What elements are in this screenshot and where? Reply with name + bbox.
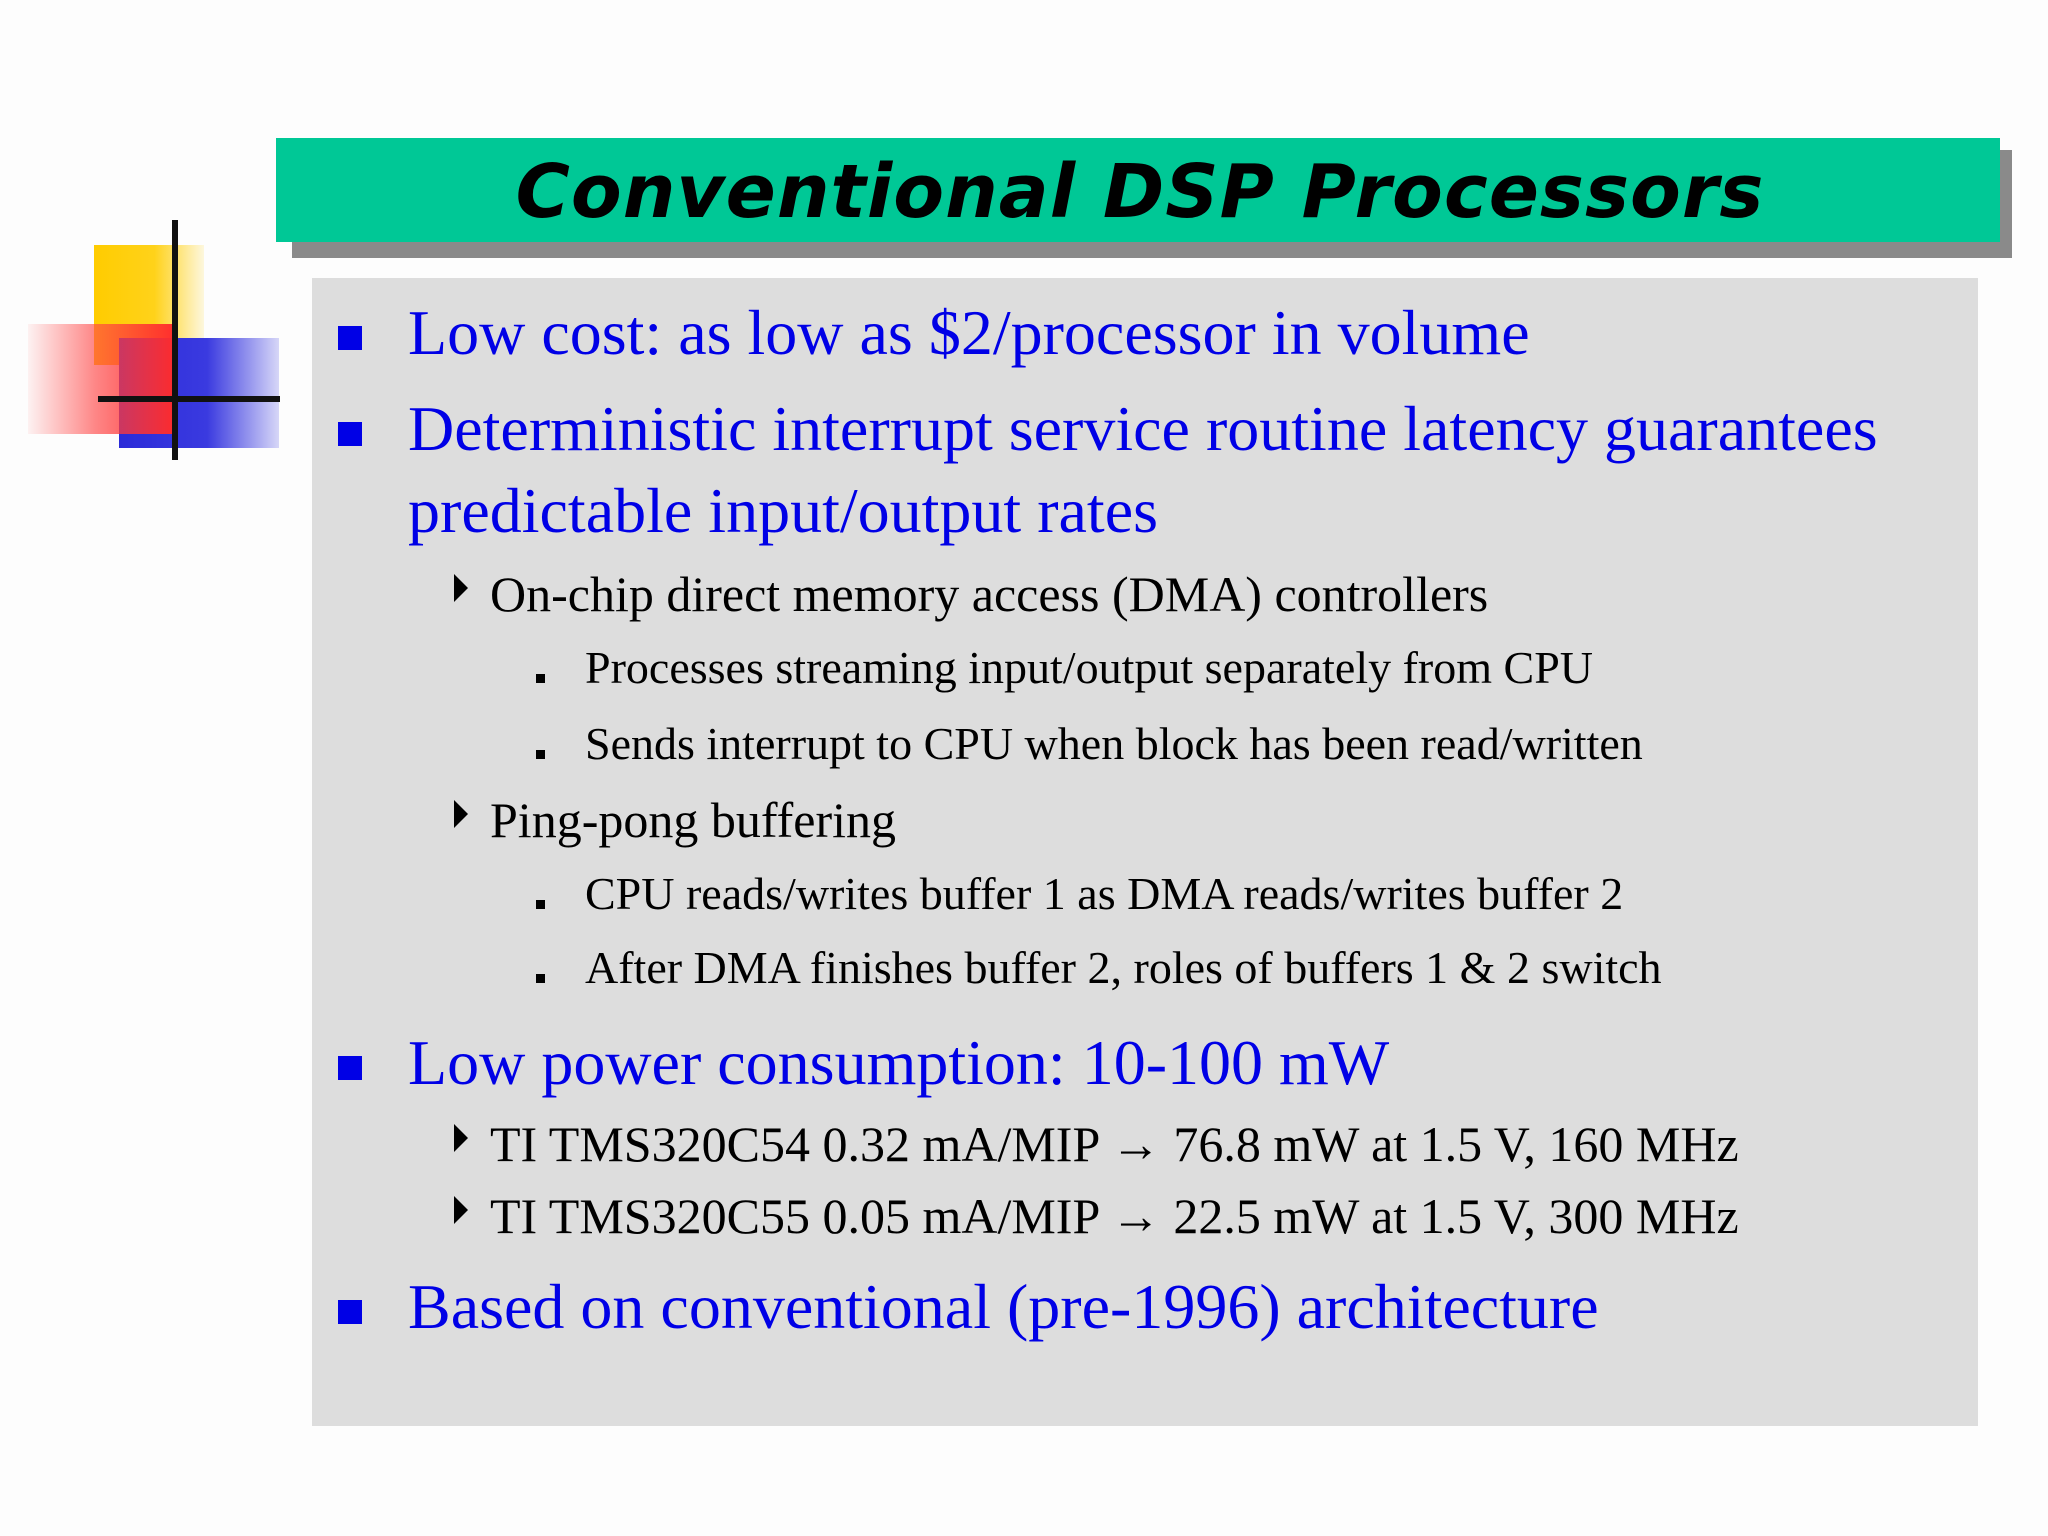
small-square-bullet-icon	[536, 974, 545, 983]
bullet-text: Low power consumption: 10-100 mW	[408, 1027, 1390, 1098]
slide-title: Conventional DSP Processors	[515, 149, 1765, 235]
title-banner: Conventional DSP Processors	[276, 138, 2000, 242]
logo-horizontal-line	[98, 396, 280, 402]
triangle-bullet-icon	[454, 1124, 468, 1152]
logo-red-square	[28, 324, 178, 434]
sub-sub-bullet-item: Processes streaming input/output separat…	[536, 638, 1593, 698]
sub-sub-bullet-text: Sends interrupt to CPU when block has be…	[585, 718, 1643, 769]
sub-bullet-text: TI TMS320C54 0.32 mA/MIP → 76.8 mW at 1.…	[490, 1116, 1739, 1172]
sub-bullet-item: On-chip direct memory access (DMA) contr…	[454, 562, 1488, 626]
bullet-text: Based on conventional (pre-1996) archite…	[408, 1271, 1599, 1342]
square-bullet-icon	[338, 422, 362, 446]
sub-sub-bullet-item: Sends interrupt to CPU when block has be…	[536, 714, 1643, 774]
sub-bullet-item: TI TMS320C54 0.32 mA/MIP → 76.8 mW at 1.…	[454, 1112, 1739, 1176]
sub-sub-bullet-text: CPU reads/writes buffer 1 as DMA reads/w…	[585, 868, 1624, 919]
sub-bullet-text: Ping-pong buffering	[490, 792, 896, 848]
sub-sub-bullet-text: After DMA finishes buffer 2, roles of bu…	[585, 942, 1662, 993]
triangle-bullet-icon	[454, 1196, 468, 1224]
content-panel: Low cost: as low as $2/processor in volu…	[312, 278, 1978, 1426]
bullet-item: Low cost: as low as $2/processor in volu…	[338, 292, 1530, 374]
sub-sub-bullet-item: CPU reads/writes buffer 1 as DMA reads/w…	[536, 864, 1623, 924]
small-square-bullet-icon	[536, 900, 545, 909]
square-bullet-icon	[338, 1056, 362, 1080]
triangle-bullet-icon	[454, 800, 468, 828]
small-square-bullet-icon	[536, 750, 545, 759]
logo-vertical-line	[172, 220, 178, 460]
sub-bullet-text: On-chip direct memory access (DMA) contr…	[490, 566, 1489, 622]
sub-sub-bullet-item: After DMA finishes buffer 2, roles of bu…	[536, 938, 1662, 998]
small-square-bullet-icon	[536, 674, 545, 683]
bullet-item: Deterministic interrupt service routine …	[338, 388, 1968, 552]
bullet-item: Based on conventional (pre-1996) archite…	[338, 1266, 1599, 1348]
sub-bullet-item: Ping-pong buffering	[454, 788, 896, 852]
bullet-text: Deterministic interrupt service routine …	[408, 393, 1878, 546]
bullet-item: Low power consumption: 10-100 mW	[338, 1022, 1389, 1104]
sub-bullet-item: TI TMS320C55 0.05 mA/MIP → 22.5 mW at 1.…	[454, 1184, 1739, 1248]
slide-logo	[24, 220, 280, 460]
triangle-bullet-icon	[454, 574, 468, 602]
square-bullet-icon	[338, 326, 362, 350]
square-bullet-icon	[338, 1300, 362, 1324]
sub-sub-bullet-text: Processes streaming input/output separat…	[585, 642, 1594, 693]
bullet-text: Low cost: as low as $2/processor in volu…	[408, 297, 1530, 368]
sub-bullet-text: TI TMS320C55 0.05 mA/MIP → 22.5 mW at 1.…	[490, 1188, 1739, 1244]
